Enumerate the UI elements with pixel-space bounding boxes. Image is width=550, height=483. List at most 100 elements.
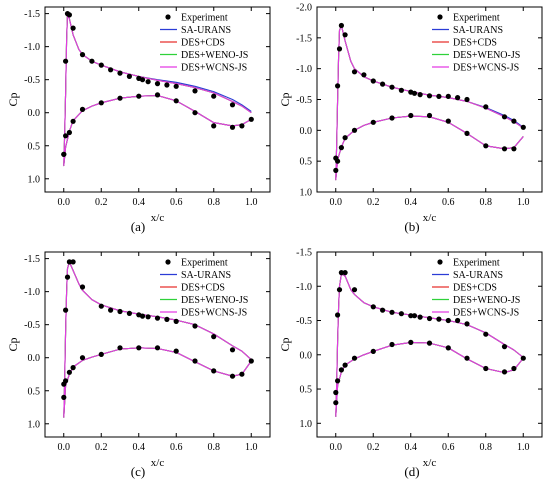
plot-area [333,270,526,417]
experiment-point [333,400,339,406]
y-tick-label: -1.5 [24,254,40,265]
chart-panel-3: 0.0 0.2 0.4 0.6 0.8 1.0 -1.5 -1.0 -0.5 0.0 0.5 1.0 x… [6,251,271,479]
y-tick-label: 1.0 [28,419,41,430]
legend-entry: DES+WENO-JS [181,50,248,61]
series-line-des-wcns-js [335,24,524,181]
experiment-point [351,355,358,361]
series-line-sa-urans [63,13,252,167]
experiment-point [248,358,254,364]
panel-label: (a) [131,219,145,234]
experiment-point [398,311,404,317]
plot-frame [44,6,271,193]
experiment-point [342,362,348,368]
experiment-point [483,143,489,149]
experiment-point [98,100,104,106]
experiment-point [192,88,198,94]
experiment-point [370,304,376,310]
experiment-point [445,93,451,99]
experiment-point [411,90,418,96]
experiment-point [117,70,123,76]
experiment-point [380,307,386,313]
series-line-des-cds [63,13,252,167]
legend-marker-experiment [437,14,443,20]
y-tick-label: 1.0 [300,419,313,430]
x-tick-label: 0.8 [208,442,221,453]
experiment-point [370,348,376,354]
experiment-point [126,73,132,79]
y-axis-label: Cp [6,92,20,106]
experiment-point [239,123,245,129]
experiment-point [338,145,344,151]
panel-label: (b) [404,219,419,234]
series-line-des-wcns-js [335,273,524,417]
experiment-point [248,116,254,122]
experiment-point [342,32,348,38]
x-tick-label: 0.8 [480,197,493,208]
y-tick-label: -0.5 [24,320,40,331]
experiment-point [108,67,114,73]
experiment-point [229,373,236,379]
experiment-point [389,84,395,90]
experiment-point [335,312,341,318]
plot-frame [316,6,543,193]
experiment-point [501,369,508,375]
experiment-point [70,365,76,371]
experiment-point [164,82,170,88]
experiment-point [426,93,433,99]
experiment-point [117,345,123,351]
y-tick-label: -1.0 [24,287,40,298]
experiment-point [70,25,76,31]
legend-entry: Experiment [453,258,500,269]
plot-area [61,259,254,418]
experiment-point [173,98,179,104]
experiment-point [98,303,104,309]
experiment-point [64,274,71,280]
experiment-point [66,259,72,265]
legend-entry: SA-URANS [453,270,503,281]
experiment-point [66,369,72,375]
legend-entry: SA-URANS [181,25,231,36]
y-tick-label: -0.5 [24,75,40,86]
x-tick-label: 0.8 [208,197,221,208]
x-tick-label: 0.6 [442,197,455,208]
experiment-point [63,378,69,384]
experiment-point [483,331,489,337]
experiment-point [408,112,414,119]
experiment-point [211,334,217,340]
x-axis-label: x/c [151,212,165,224]
experiment-point [192,323,198,329]
experiment-point [70,118,76,124]
experiment-point [445,118,451,124]
x-axis-label: x/c [423,457,437,469]
legend-entry: SA-URANS [181,270,231,281]
experiment-point [398,87,404,93]
experiment-point [333,167,339,173]
x-tick-label: 0.0 [58,442,71,453]
series-line-des-wcns-js [63,13,252,167]
experiment-point [426,315,433,322]
experiment-point [501,344,508,350]
experiment-point [351,69,358,75]
y-tick-label: 0.0 [300,126,313,137]
experiment-point [192,358,198,364]
experiment-point [154,81,161,87]
legend-entry: DES+WCNS-JS [181,308,247,319]
plot-frame [316,251,543,438]
experiment-point [136,345,142,351]
experiment-point [361,72,367,78]
experiment-point [192,110,198,116]
experiment-point [445,317,451,324]
experiment-point [342,270,348,276]
x-tick-label: 0.6 [170,197,183,208]
experiment-point [229,347,236,353]
legend-entry: DES+WENO-JS [453,50,520,61]
experiment-point [336,287,343,293]
y-axis-label: Cp [278,337,292,351]
panel-label: (d) [404,464,419,479]
experiment-point [79,355,86,361]
experiment-point [436,93,442,99]
experiment-point [520,355,526,361]
experiment-point [117,95,123,101]
x-tick-label: 0.8 [480,442,493,453]
